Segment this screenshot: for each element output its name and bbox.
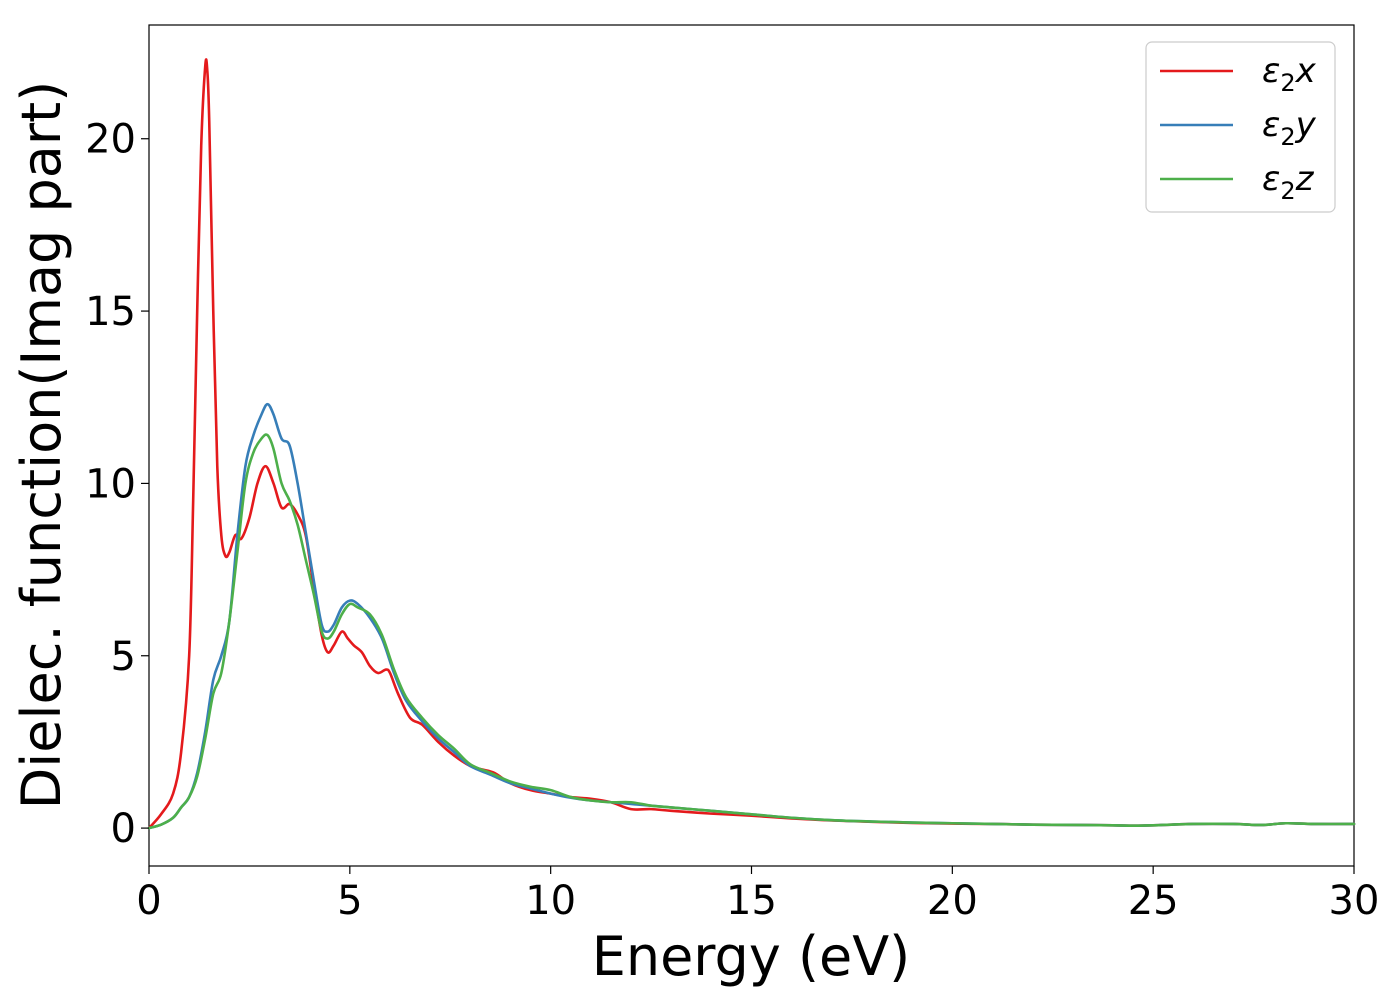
legend-box [1145,41,1336,213]
x-tick-label: 25 [1128,878,1179,924]
series-line-z [147,433,1356,830]
x-tick-label: 5 [337,878,362,924]
y-tick-label: 10 [85,461,136,507]
legend-entries: ε2x ε2y ε2z [1160,51,1317,205]
x-tick-label: 30 [1329,878,1380,924]
x-tick-label: 15 [726,878,777,924]
x-axis-label: Energy (eV) [592,925,911,988]
y-tick-label: 0 [111,806,136,852]
x-axis-ticks: 0 5 10 15 20 25 30 [136,866,1379,924]
y-tick-label: 20 [85,117,136,163]
x-tick-label: 20 [927,878,978,924]
y-axis-label: Dielec. function(Imag part) [10,81,73,810]
legend-label-z: ε2z [1262,159,1315,205]
legend: ε2x ε2y ε2z [1145,41,1336,213]
y-tick-label: 15 [85,289,136,335]
x-tick-label: 0 [136,878,161,924]
series-layer [147,58,1356,830]
y-axis-ticks: 0 5 10 15 20 [85,117,149,852]
x-tick-label: 10 [525,878,576,924]
legend-label-x: ε2x [1262,51,1317,97]
legend-label-y: ε2y [1262,105,1317,151]
y-tick-label: 5 [111,634,136,680]
